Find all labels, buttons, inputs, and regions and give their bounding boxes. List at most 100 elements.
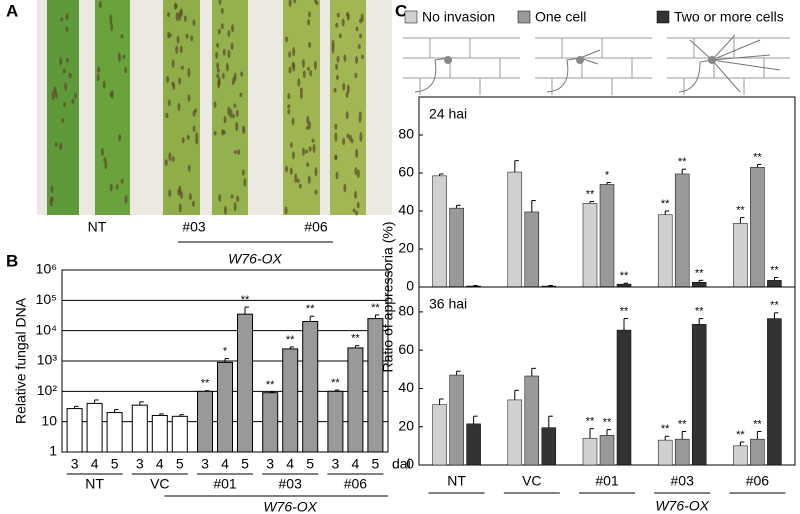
lesion xyxy=(63,102,67,108)
lesion xyxy=(289,167,293,175)
x-tick-label: 3 xyxy=(332,456,340,472)
leaf-label: #03 xyxy=(182,219,206,235)
lesion xyxy=(293,0,297,4)
lesion xyxy=(227,106,231,116)
lesion xyxy=(187,164,191,172)
x-tick-label: 4 xyxy=(352,456,360,472)
group-label: #03 xyxy=(279,476,303,492)
group-label: W76-OX xyxy=(655,498,709,514)
lesion xyxy=(359,132,363,142)
lesion xyxy=(109,14,113,25)
lesion xyxy=(313,60,317,70)
lesion xyxy=(284,206,288,215)
lesion xyxy=(96,73,100,82)
lesion xyxy=(183,15,187,22)
y-tick-label: 40 xyxy=(398,202,414,218)
lesion xyxy=(336,55,340,63)
lesion xyxy=(346,133,350,139)
lesion xyxy=(243,178,247,187)
bar xyxy=(106,412,123,453)
significance: ** xyxy=(306,303,315,315)
lesion xyxy=(335,74,339,81)
lesion xyxy=(167,99,171,107)
lesion xyxy=(124,66,128,74)
leaf xyxy=(95,0,130,215)
lesion xyxy=(302,70,306,79)
bar xyxy=(347,347,364,453)
lesion xyxy=(220,7,224,15)
lesion xyxy=(192,125,196,133)
lesion xyxy=(168,189,172,198)
lesion xyxy=(292,62,296,72)
y-axis-label: Relative fungal DNA xyxy=(13,297,29,424)
bar xyxy=(657,214,673,288)
lesion xyxy=(175,11,179,22)
lesion xyxy=(65,12,69,20)
y-tick-label: 20 xyxy=(398,240,414,256)
lesion xyxy=(356,201,360,209)
significance: ** xyxy=(770,300,779,312)
lesion xyxy=(117,52,121,63)
lesion xyxy=(294,173,298,184)
panel-label: C xyxy=(395,1,407,20)
lesion xyxy=(213,130,217,136)
significance: ** xyxy=(371,302,380,314)
lesion xyxy=(301,59,305,68)
panel-title: 24 hai xyxy=(429,106,467,122)
lesion xyxy=(167,31,171,39)
lesion xyxy=(60,17,64,22)
lesion xyxy=(355,56,359,64)
significance: ** xyxy=(586,188,595,200)
lesion xyxy=(296,178,300,184)
lesion xyxy=(181,137,185,144)
lesion xyxy=(288,66,292,74)
lesion xyxy=(54,141,58,147)
lesion xyxy=(225,62,229,72)
lesion xyxy=(235,121,239,132)
bar xyxy=(750,438,765,466)
lesion xyxy=(186,134,190,141)
lesion xyxy=(68,72,72,79)
lesion xyxy=(59,142,63,151)
lesion xyxy=(191,200,195,207)
lesion xyxy=(345,91,349,98)
panel-label: A xyxy=(6,1,18,20)
lesion xyxy=(233,201,237,212)
significance: ** xyxy=(770,264,779,276)
bar xyxy=(691,324,707,466)
lesion xyxy=(216,73,220,79)
bar xyxy=(733,445,748,466)
lesion xyxy=(298,183,302,189)
x-tick-label: 3 xyxy=(201,456,209,472)
lesion xyxy=(235,109,239,117)
lesion xyxy=(180,65,184,70)
significance: * xyxy=(605,169,610,181)
bar xyxy=(767,280,782,288)
significance: ** xyxy=(753,418,762,430)
lesion xyxy=(291,151,295,160)
bar xyxy=(541,427,557,466)
bar xyxy=(197,390,213,453)
significance: ** xyxy=(603,416,612,428)
lesion xyxy=(334,154,338,161)
lesion xyxy=(305,149,309,154)
x-tick-label: NT xyxy=(447,473,466,489)
lesion xyxy=(354,190,358,200)
y-tick-label: 40 xyxy=(398,379,414,395)
lesion xyxy=(71,98,75,104)
x-tick-label: 4 xyxy=(221,456,229,472)
lesion xyxy=(230,42,234,51)
x-tick-label: VC xyxy=(522,473,541,489)
lesion xyxy=(289,142,293,148)
y-tick-label: 20 xyxy=(398,417,414,433)
lesion xyxy=(115,184,119,190)
y-tick-label: 10² xyxy=(37,382,58,398)
lesion xyxy=(216,62,220,69)
x-tick-label: 3 xyxy=(136,456,144,472)
lesions xyxy=(49,0,365,216)
lesion xyxy=(109,91,113,98)
lesion xyxy=(120,178,124,184)
lesion xyxy=(104,160,108,170)
